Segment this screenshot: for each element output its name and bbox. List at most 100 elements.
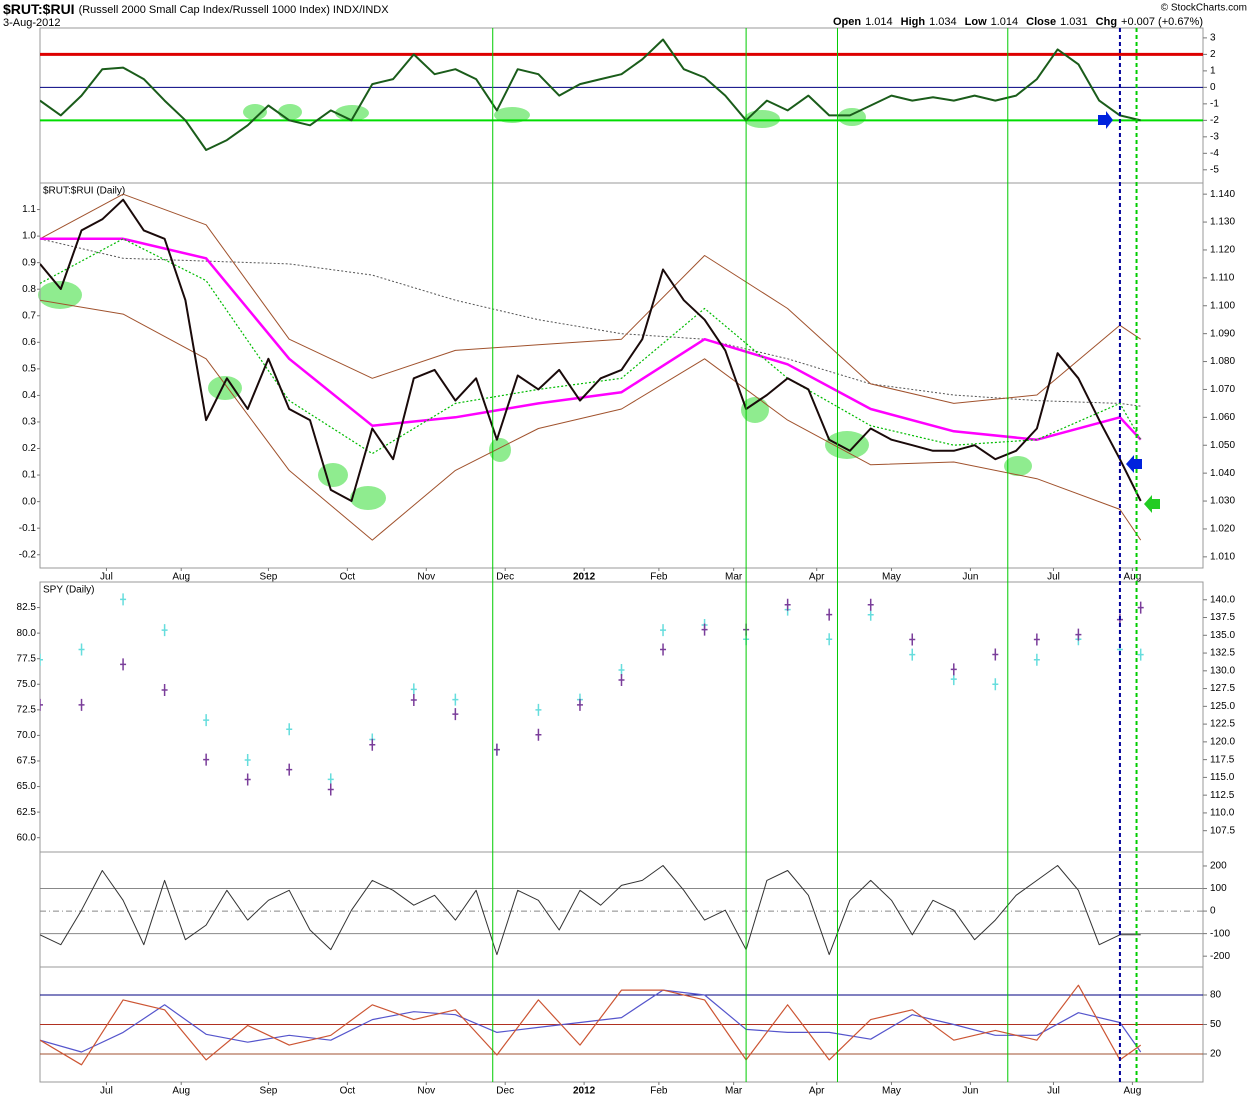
- y2-tick-label: 0.3: [22, 417, 36, 428]
- x-tick-label: Aug: [1123, 1086, 1141, 1097]
- series-line: [40, 193, 1141, 404]
- x-tick-label: Mar: [725, 572, 743, 583]
- y-tick-label: 110.0: [1210, 808, 1235, 819]
- price-marker: [40, 698, 43, 711]
- y-tick-label: -200: [1210, 951, 1230, 962]
- price-marker: [909, 633, 916, 646]
- y-tick-label: 1.070: [1210, 384, 1235, 395]
- x-tick-label: Jul: [1047, 572, 1060, 583]
- price-marker: [867, 598, 874, 611]
- x-tick-label: Feb: [650, 1086, 668, 1097]
- plot-area: [40, 38, 1203, 151]
- y-tick-label: 127.5: [1210, 683, 1235, 694]
- y2-tick-label: 1.1: [22, 204, 36, 215]
- arrow: [1126, 455, 1142, 473]
- y-tick-label: -3: [1210, 131, 1219, 142]
- y-tick-label: -100: [1210, 928, 1230, 939]
- y-tick-label: 3: [1210, 33, 1216, 44]
- x-tick-label: Aug: [172, 572, 190, 583]
- quote-label: Close: [1026, 16, 1056, 28]
- highlight: [38, 281, 82, 309]
- y2-tick-label: -0.2: [19, 549, 37, 560]
- quote-value: 1.014: [865, 16, 893, 28]
- y2-tick-label: 80.0: [17, 628, 37, 639]
- x-tick-label: Jun: [962, 572, 978, 583]
- x-tick-label: Apr: [809, 572, 825, 583]
- price-marker: [410, 693, 417, 706]
- y-tick-label: 1.090: [1210, 328, 1235, 339]
- plot-area: [40, 593, 1144, 796]
- arrows: [1098, 111, 1160, 513]
- price-marker: [992, 648, 999, 661]
- y-tick-label: 1.030: [1210, 496, 1235, 507]
- price-marker: [1075, 628, 1082, 641]
- y-tick-label: 140.0: [1210, 594, 1235, 605]
- y2-tick-label: 62.5: [17, 807, 37, 818]
- plot-area: [40, 984, 1203, 1066]
- price-marker: [535, 703, 542, 716]
- price-marker: [660, 624, 667, 637]
- x-tick-label: Nov: [417, 1086, 435, 1097]
- price-marker: [576, 698, 583, 711]
- plot-area: [40, 193, 1142, 541]
- panel: 200 100 0 -100 -200: [39, 851, 1230, 968]
- x-tick-label: Mar: [725, 1086, 743, 1097]
- y-tick-label: 1.130: [1210, 217, 1235, 228]
- quote-value: +0.007 (+0.67%): [1121, 16, 1203, 28]
- panel: $RUT:$RUI (Daily) 1.010 1.020 1.030 1.040 1.0…: [19, 182, 1235, 583]
- plot-area: [40, 865, 1203, 956]
- x-tick-label: Aug: [1123, 572, 1141, 583]
- y-tick-label: 132.5: [1210, 648, 1235, 659]
- quote-label: Open: [833, 16, 861, 28]
- x-tick-label: Oct: [340, 572, 356, 583]
- y-tick-label: -2: [1210, 115, 1219, 126]
- y2-tick-label: 0.7: [22, 310, 36, 321]
- price-marker: [78, 698, 85, 711]
- price-marker: [410, 683, 417, 696]
- price-marker: [452, 693, 459, 706]
- y2-tick-label: 72.5: [17, 704, 37, 715]
- y2-tick-label: 77.5: [17, 653, 37, 664]
- price-marker: [286, 763, 293, 776]
- panel-title: SPY (Daily): [43, 585, 95, 596]
- price-marker: [369, 738, 376, 751]
- price-marker: [120, 593, 127, 606]
- quote-value: 1.014: [991, 16, 1019, 28]
- price-marker: [826, 633, 833, 646]
- highlight: [489, 438, 511, 462]
- price-marker: [1137, 601, 1144, 614]
- quote-value: 1.034: [929, 16, 957, 28]
- y-tick-label: 100: [1210, 883, 1227, 894]
- highlight: [1004, 456, 1032, 476]
- x-tick-label: Apr: [809, 1086, 825, 1097]
- price-marker: [1137, 648, 1144, 661]
- series-line: [40, 237, 1142, 441]
- y-tick-label: 107.5: [1210, 825, 1235, 836]
- highlight: [744, 110, 780, 128]
- y2-tick-label: 0.9: [22, 257, 36, 268]
- y2-tick-label: 0.2: [22, 443, 36, 454]
- symbol: $RUT:$RUI: [3, 1, 75, 17]
- panel: 80 50 20 Jul Aug Sep Oct Nov Dec 2012 Feb Mar Apr May…: [39, 966, 1222, 1097]
- y2-tick-label: -0.1: [19, 523, 37, 534]
- y-tick-label: 117.5: [1210, 754, 1235, 765]
- price-marker: [826, 608, 833, 621]
- y-tick-label: 1.060: [1210, 412, 1235, 423]
- price-marker: [452, 708, 459, 721]
- description: (Russell 2000 Small Cap Index/Russell 10…: [79, 4, 390, 16]
- x-tick-label: Dec: [496, 1086, 514, 1097]
- price-marker: [992, 678, 999, 691]
- x-tick-label: Jul: [1047, 1086, 1060, 1097]
- y-tick-label: 120.0: [1210, 737, 1235, 748]
- price-marker: [618, 663, 625, 676]
- arrow: [1098, 111, 1113, 129]
- highlight: [825, 431, 869, 459]
- series-line: [40, 38, 1141, 151]
- x-tick-label: Jun: [962, 1086, 978, 1097]
- y2-tick-label: 60.0: [17, 832, 37, 843]
- y-tick-label: 122.5: [1210, 719, 1235, 730]
- y-tick-label: 1.050: [1210, 440, 1235, 451]
- y-tick-label: 80: [1210, 990, 1222, 1001]
- y2-tick-label: 82.5: [17, 602, 37, 613]
